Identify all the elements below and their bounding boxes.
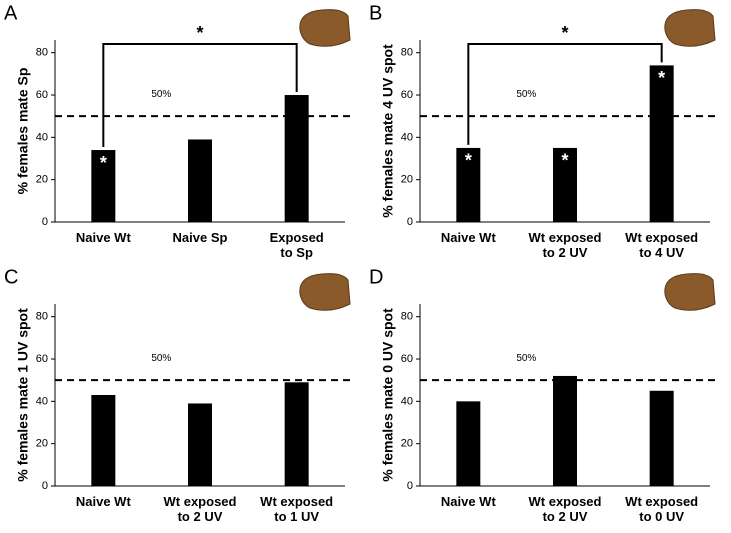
x-tick-label: Naive Sp	[172, 230, 228, 245]
bar	[188, 403, 212, 486]
panel: C % females mate 1 UV spot 0 20 40 60 80 50% Nai…	[4, 266, 353, 524]
bar	[91, 395, 116, 486]
bar	[456, 147, 481, 222]
bracket-label: *	[196, 23, 203, 43]
x-tick-label: Wt exposed to 2 UV	[163, 494, 237, 524]
bar-label: *	[561, 151, 568, 171]
y-tick-label: 40	[36, 131, 48, 143]
x-tick-label-box: Naive Sp	[172, 230, 228, 245]
y-tick-label: 40	[401, 395, 413, 407]
x-tick-label: Naive Wt	[75, 494, 131, 509]
y-tick-label: 60	[401, 353, 413, 365]
reference-label: 50%	[516, 353, 536, 364]
panel-label: A	[4, 2, 18, 24]
wing-icon	[664, 9, 716, 47]
x-tick-label: Wt exposed to 1 UV	[260, 494, 334, 524]
y-tick-label: 80	[36, 311, 48, 323]
y-tick-label: 20	[36, 174, 48, 186]
x-tick-label: Wt exposed to 2 UV	[528, 230, 602, 260]
y-tick-label: 0	[42, 480, 48, 492]
x-tick-label-box: Naive Wt	[440, 494, 496, 509]
x-tick-label-box: Wt exposed to 4 UV	[625, 230, 699, 260]
panel-label: B	[369, 2, 382, 24]
bar	[456, 401, 481, 486]
y-axis-label: % females mate 1 UV spot	[15, 308, 31, 482]
x-tick-label: Naive Wt	[440, 230, 496, 245]
y-tick-label: 80	[401, 47, 413, 59]
x-tick-label-box: Exposed to Sp	[269, 230, 324, 260]
x-tick-label-box: Wt exposed to 1 UV	[260, 494, 334, 524]
bracket	[102, 43, 298, 148]
x-tick-label-box: Wt exposed to 2 UV	[528, 230, 602, 260]
x-tick-label: Wt exposed to 4 UV	[625, 230, 699, 260]
y-axis-label: % females mate Sp	[15, 68, 31, 195]
y-tick-label: 60	[36, 89, 48, 101]
bar-label: *	[465, 151, 472, 171]
x-tick-label: Exposed to Sp	[269, 230, 324, 260]
bar	[649, 65, 674, 222]
bar-label: *	[100, 153, 107, 173]
reference-label: 50%	[151, 353, 171, 364]
bar	[553, 147, 577, 222]
x-tick-label-box: Wt exposed to 0 UV	[625, 494, 699, 524]
panel-label: C	[4, 266, 18, 288]
y-tick-label: 80	[401, 311, 413, 323]
bar	[284, 382, 309, 486]
panel: A % females mate Sp 0 20 40 60 80 50% * Naive Wt N…	[4, 2, 353, 260]
bar	[188, 139, 212, 222]
bar	[91, 150, 116, 222]
x-tick-label-box: Naive Wt	[440, 230, 496, 245]
y-tick-label: 60	[401, 89, 413, 101]
y-axis-label: % females mate 4 UV spot	[380, 44, 396, 218]
wing-icon	[664, 273, 716, 311]
panel: B % females mate 4 UV spot 0 20 40 60 80 50% * Na…	[369, 2, 718, 260]
y-tick-label: 20	[401, 438, 413, 450]
y-axis-label: % females mate 0 UV spot	[380, 308, 396, 482]
x-tick-label: Naive Wt	[440, 494, 496, 509]
bar	[649, 390, 674, 486]
bar	[553, 375, 577, 486]
x-tick-label-box: Wt exposed to 2 UV	[163, 494, 237, 524]
x-tick-label-box: Wt exposed to 2 UV	[528, 494, 602, 524]
y-tick-label: 0	[407, 480, 413, 492]
y-tick-label: 40	[36, 395, 48, 407]
y-tick-label: 60	[36, 353, 48, 365]
wing-icon	[299, 9, 351, 47]
bracket-label: *	[561, 23, 568, 43]
reference-label: 50%	[151, 89, 171, 100]
x-tick-label-box: Naive Wt	[75, 230, 131, 245]
x-tick-label: Naive Wt	[75, 230, 131, 245]
y-tick-label: 40	[401, 131, 413, 143]
y-tick-label: 20	[36, 438, 48, 450]
x-tick-label: Wt exposed to 0 UV	[625, 494, 699, 524]
bracket	[467, 43, 663, 145]
y-tick-label: 20	[401, 174, 413, 186]
y-tick-label: 0	[42, 216, 48, 228]
bar	[284, 95, 309, 222]
bar-label: *	[658, 68, 665, 88]
panel: D % females mate 0 UV spot 0 20 40 60 80 50% Nai…	[369, 266, 718, 524]
x-tick-label: Wt exposed to 2 UV	[528, 494, 602, 524]
panel-label: D	[369, 266, 383, 288]
wing-icon	[299, 273, 351, 311]
y-tick-label: 80	[36, 47, 48, 59]
y-tick-label: 0	[407, 216, 413, 228]
x-tick-label-box: Naive Wt	[75, 494, 131, 509]
reference-label: 50%	[516, 89, 536, 100]
